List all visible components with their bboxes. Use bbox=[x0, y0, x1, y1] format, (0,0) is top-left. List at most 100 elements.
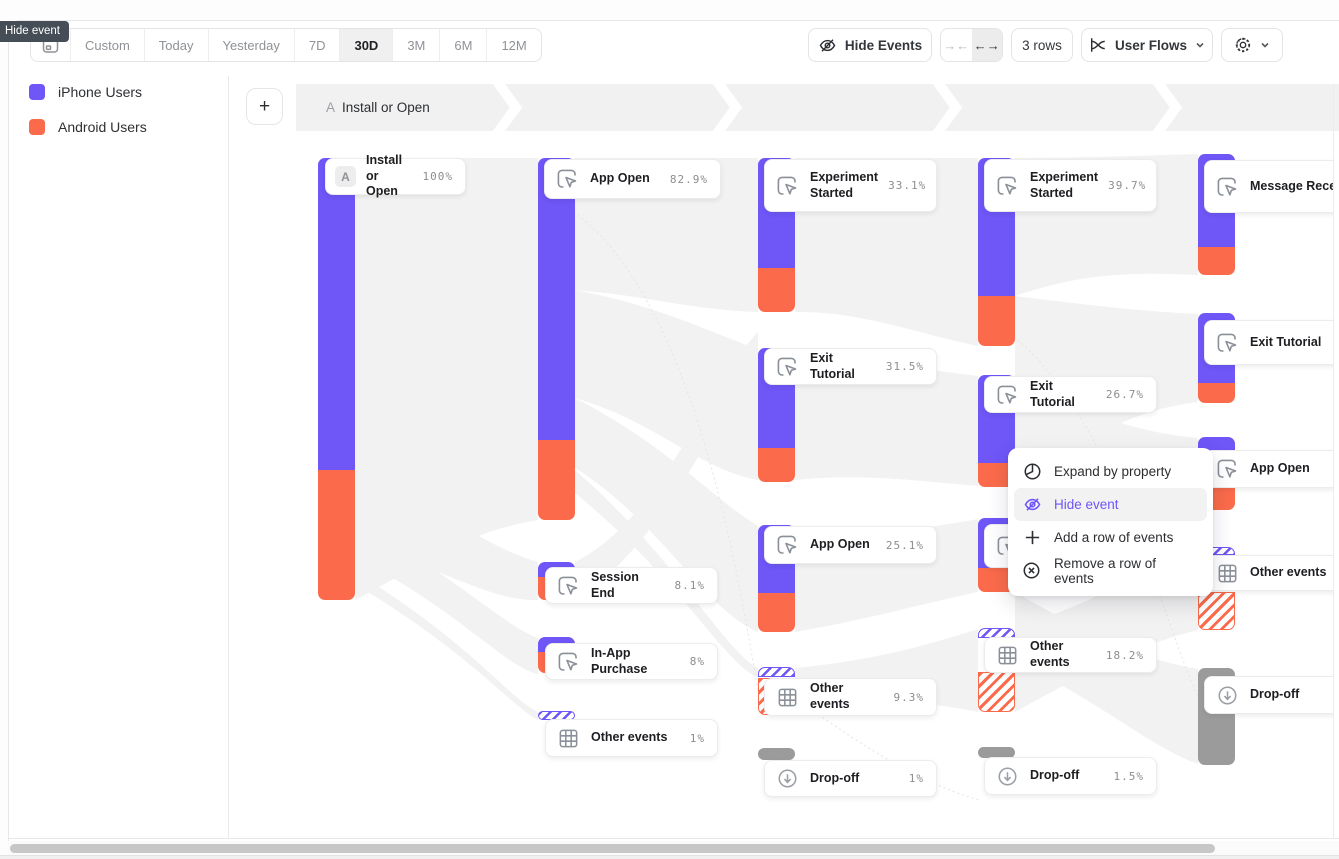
legend-item-android[interactable]: Android Users bbox=[29, 119, 147, 135]
flow-bar-app-open-orange[interactable] bbox=[538, 440, 575, 520]
horizontal-scrollbar-track[interactable] bbox=[8, 841, 1339, 855]
view-type-dropdown[interactable]: User Flows bbox=[1081, 28, 1213, 62]
flow-bar-message-received-orange[interactable] bbox=[1198, 247, 1235, 275]
flow-node-other-events[interactable]: Other events 1% bbox=[545, 719, 718, 757]
add-row-icon bbox=[1022, 528, 1042, 548]
legend: iPhone Users Android Users bbox=[0, 84, 147, 154]
flow-node-install-or-open[interactable]: A Install or Open 100% bbox=[325, 153, 466, 198]
flow-node-drop-off[interactable]: Drop-off 1.5% bbox=[984, 757, 1157, 795]
flow-node-experiment-started[interactable]: Experiment Started 39.7% bbox=[984, 159, 1157, 212]
menu-item-expand-by-property[interactable]: Expand by property bbox=[1014, 455, 1207, 488]
flow-node-percentage: 100% bbox=[422, 170, 453, 183]
step-event-name: Install or Open bbox=[342, 100, 430, 115]
flow-bar-experiment-started-orange[interactable] bbox=[758, 268, 795, 312]
horizontal-scrollbar-thumb[interactable] bbox=[10, 844, 1215, 853]
event-icon bbox=[774, 532, 800, 558]
flow-bar-install-or-open-purple[interactable] bbox=[318, 158, 355, 470]
flow-node-label: Exit Tutorial bbox=[810, 350, 855, 381]
flow-node-label: Exit Tutorial bbox=[1250, 334, 1322, 349]
event-icon bbox=[774, 173, 800, 199]
flow-node-label: Drop-off bbox=[1030, 768, 1080, 783]
flow-bar-exit-tutorial-orange[interactable] bbox=[758, 448, 795, 482]
legend-label: iPhone Users bbox=[58, 84, 143, 100]
menu-item-remove-row[interactable]: Remove a row of events bbox=[1014, 554, 1207, 587]
flow-node-message-received[interactable]: Message Received bbox=[1204, 160, 1333, 213]
flow-bar-other-events-hatch-orange[interactable] bbox=[1198, 592, 1235, 630]
flow-node-other-events[interactable]: Other events 18.2% bbox=[984, 637, 1157, 673]
menu-item-label: Hide event bbox=[1054, 497, 1119, 512]
flow-node-session-end[interactable]: Session End 8.1% bbox=[545, 567, 718, 604]
event-icon bbox=[555, 649, 581, 675]
menu-item-add-row[interactable]: Add a row of events bbox=[1014, 521, 1207, 554]
flow-node-drop-off[interactable]: Drop-off 1% bbox=[764, 760, 937, 797]
other-events-icon bbox=[1214, 560, 1240, 586]
gear-icon bbox=[1235, 37, 1251, 53]
date-range-6m[interactable]: 6M bbox=[440, 29, 488, 61]
date-range-30d[interactable]: 30D bbox=[340, 29, 394, 61]
add-step-button[interactable]: + bbox=[246, 88, 283, 125]
legend-item-iphone[interactable]: iPhone Users bbox=[29, 84, 147, 100]
flow-node-label: App Open bbox=[590, 171, 650, 186]
flow-node-percentage: 18.2% bbox=[1105, 648, 1144, 662]
flow-node-exit-tutorial[interactable]: Exit Tutorial 26.7% bbox=[984, 376, 1157, 413]
date-range-7d[interactable]: 7D bbox=[295, 29, 341, 61]
hide-events-button[interactable]: Hide Events bbox=[808, 28, 932, 62]
hide-events-label: Hide Events bbox=[844, 37, 923, 53]
step-label[interactable]: A Install or Open bbox=[326, 84, 430, 131]
flow-bar-other-events-hatch-orange[interactable] bbox=[978, 672, 1015, 712]
event-icon bbox=[1214, 456, 1240, 482]
flow-bar-app-open-purple[interactable] bbox=[538, 158, 575, 440]
settings-dropdown[interactable] bbox=[1221, 28, 1283, 62]
flow-bar-drop-off-gray[interactable] bbox=[758, 748, 795, 760]
flow-bar-drop-off-gray[interactable] bbox=[978, 747, 1015, 758]
menu-item-label: Expand by property bbox=[1054, 464, 1172, 479]
flow-node-experiment-started[interactable]: Experiment Started 33.1% bbox=[764, 159, 937, 212]
expand-columns-button[interactable]: ←→ bbox=[971, 29, 1002, 61]
flow-node-percentage: 1% bbox=[908, 772, 924, 785]
rows-button[interactable]: 3 rows bbox=[1011, 28, 1073, 62]
flow-node-percentage: 39.7% bbox=[1108, 179, 1147, 192]
flow-node-label: Install or Open bbox=[366, 153, 403, 199]
flow-node-in-app-purchase[interactable]: In-App Purchase 8% bbox=[545, 643, 718, 680]
flow-node-app-open[interactable]: App Open 25.1% bbox=[764, 526, 937, 564]
date-range-3m[interactable]: 3M bbox=[393, 29, 441, 61]
flow-node-exit-tutorial[interactable]: Exit Tutorial 31.5% bbox=[764, 348, 937, 385]
collapse-columns-button[interactable]: →← bbox=[943, 37, 970, 53]
flow-node-label: Other events bbox=[810, 681, 850, 711]
event-icon bbox=[1214, 330, 1240, 356]
event-context-menu: Expand by property Hide event Add a row … bbox=[1008, 448, 1213, 596]
flow-node-label: Other events bbox=[591, 730, 668, 745]
flow-node-drop-off[interactable]: Drop-off bbox=[1204, 676, 1333, 714]
flow-node-percentage: 8.1% bbox=[674, 579, 705, 592]
event-icon bbox=[994, 382, 1020, 408]
flow-bar-install-or-open-orange[interactable] bbox=[318, 470, 355, 600]
date-range-custom[interactable]: Custom bbox=[71, 29, 145, 61]
date-range-today[interactable]: Today bbox=[145, 29, 209, 61]
flow-node-label: In-App Purchase bbox=[591, 645, 648, 676]
flow-bar-other-events-hatch-purple[interactable] bbox=[758, 667, 795, 677]
date-range-12m[interactable]: 12M bbox=[501, 37, 527, 53]
flow-node-label: Drop-off bbox=[1250, 687, 1300, 702]
flow-node-app-open[interactable]: App Open bbox=[1204, 450, 1333, 488]
flow-node-other-events[interactable]: Other events bbox=[1204, 555, 1333, 591]
flow-node-percentage: 9.3% bbox=[893, 690, 924, 704]
flow-node-app-open[interactable]: App Open 82.9% bbox=[544, 159, 721, 199]
event-icon bbox=[554, 166, 580, 192]
flow-right-divider bbox=[1333, 84, 1334, 838]
flow-node-exit-tutorial[interactable]: Exit Tutorial bbox=[1204, 320, 1333, 365]
drop-off-icon bbox=[1214, 682, 1240, 708]
date-range-yesterday[interactable]: Yesterday bbox=[209, 29, 295, 61]
flow-bar-app-open-orange[interactable] bbox=[758, 593, 795, 632]
flow-node-percentage: 8% bbox=[689, 655, 705, 668]
iphone-swatch bbox=[29, 84, 45, 100]
flow-node-label: Other events bbox=[1250, 565, 1327, 580]
flow-bar-exit-tutorial-orange[interactable] bbox=[1198, 383, 1235, 403]
other-events-icon bbox=[774, 684, 800, 710]
menu-item-hide-event[interactable]: Hide event bbox=[1014, 488, 1207, 521]
menu-item-label: Remove a row of events bbox=[1053, 555, 1156, 586]
flow-node-label: App Open bbox=[810, 537, 870, 552]
flow-bar-experiment-started-orange[interactable] bbox=[978, 296, 1015, 346]
step-letter: A bbox=[326, 100, 336, 115]
rows-label: 3 rows bbox=[1022, 37, 1062, 53]
flow-node-other-events[interactable]: Other events 9.3% bbox=[764, 678, 937, 716]
